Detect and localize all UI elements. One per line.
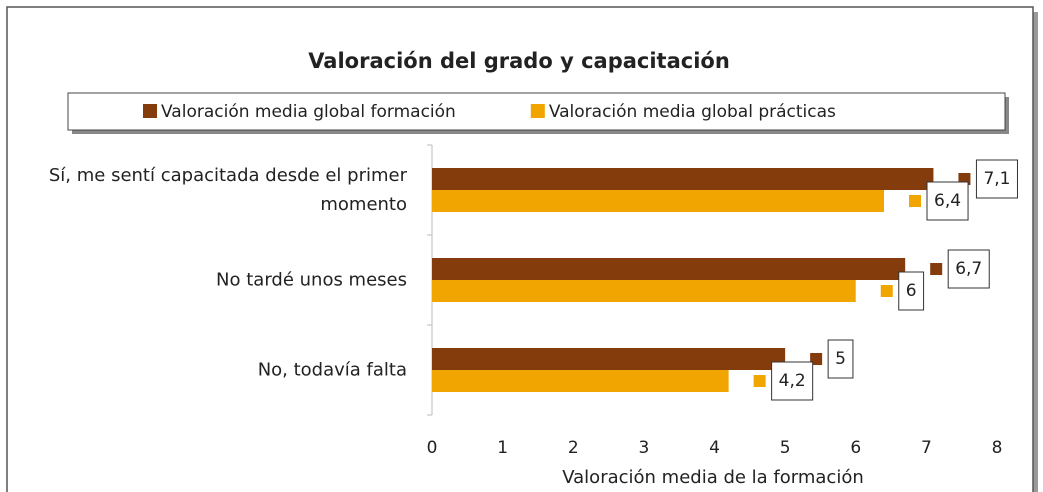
- label-key: [930, 263, 943, 275]
- x-tick-label: 7: [921, 438, 932, 458]
- bar: [432, 168, 934, 190]
- x-tick-label: 4: [709, 438, 720, 458]
- x-tick-label: 5: [780, 438, 791, 458]
- x-tick-label: 8: [992, 438, 1003, 458]
- data-label: 6: [906, 281, 917, 301]
- legend: [67, 92, 1006, 131]
- data-label-box: [898, 271, 925, 311]
- bar: [432, 280, 856, 302]
- y-tick-label: No tardé unos meses: [216, 269, 407, 291]
- x-tick-label: 0: [427, 438, 438, 458]
- bar: [432, 370, 729, 392]
- data-label: 6,7: [955, 259, 982, 279]
- bar: [432, 190, 884, 212]
- legend-swatch: [143, 104, 157, 118]
- legend-label: Valoración media global prácticas: [549, 102, 836, 122]
- y-tick-label: Sí, me sentí capacitada desde el primer …: [48, 165, 407, 215]
- chart-title: Valoración del grado y capacitación: [308, 49, 730, 73]
- label-key: [753, 375, 766, 387]
- x-tick-label: 3: [638, 438, 649, 458]
- data-label-box: [975, 159, 1018, 199]
- data-label: 6,4: [934, 191, 961, 211]
- x-axis-title: Valoración media de la formación: [562, 467, 864, 488]
- x-tick-label: 1: [497, 438, 508, 458]
- x-tick-label: 6: [850, 438, 861, 458]
- bar: [432, 348, 786, 370]
- legend-swatch: [530, 104, 545, 118]
- label-key: [909, 195, 921, 207]
- legend-label: Valoración media global formación: [161, 102, 456, 122]
- data-label-box: [827, 339, 854, 379]
- data-label-box: [926, 181, 969, 221]
- data-label: 4,2: [779, 371, 806, 391]
- x-tick-label: 2: [568, 438, 579, 458]
- label-key: [880, 285, 893, 297]
- data-label-box: [947, 249, 990, 289]
- y-tick-label: No, todavía falta: [257, 359, 407, 381]
- data-label: 5: [835, 349, 846, 369]
- frame: [6, 6, 1034, 492]
- data-label-box: [771, 361, 814, 401]
- bar: [432, 258, 906, 280]
- data-label: 7,1: [983, 169, 1010, 189]
